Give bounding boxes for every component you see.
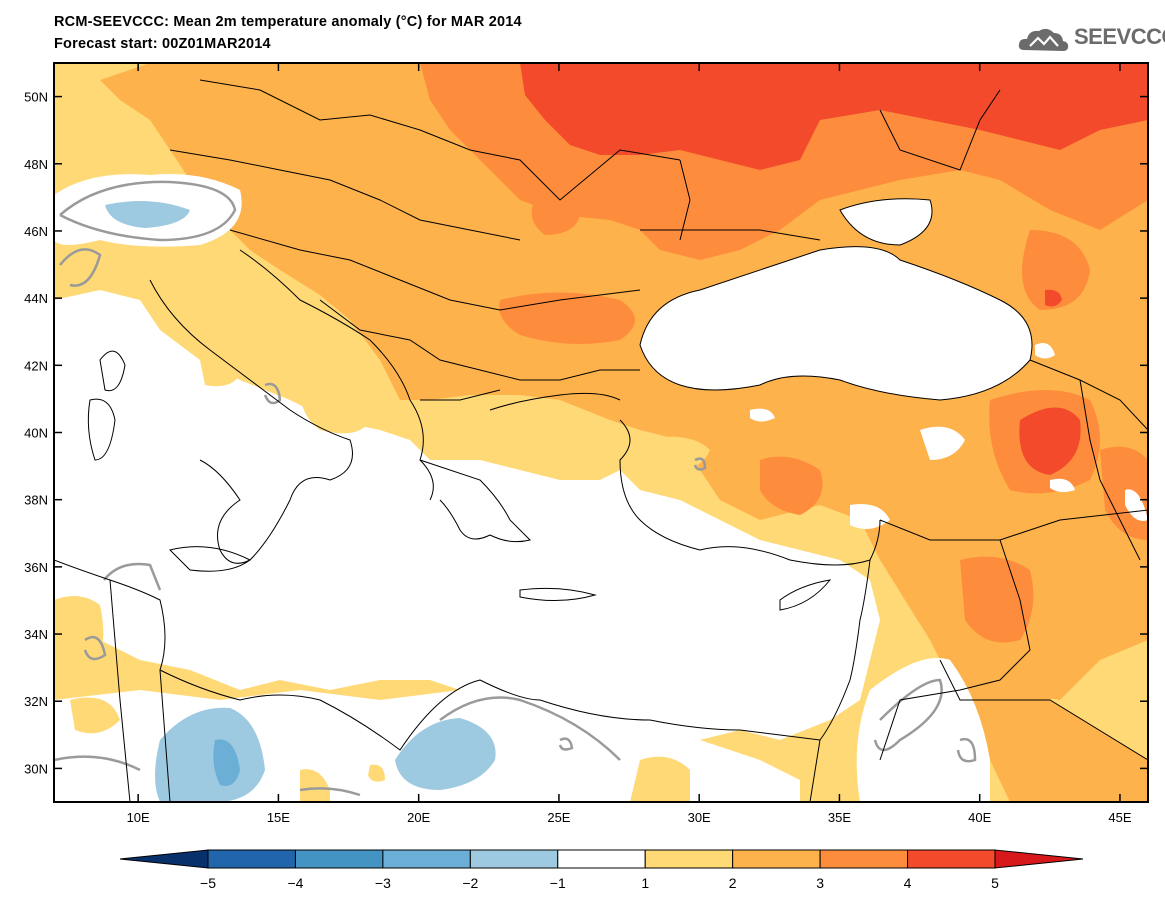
colorbar-label: −2 bbox=[462, 875, 478, 891]
anomaly-field bbox=[54, 63, 1148, 802]
colorbar-segment bbox=[294, 849, 384, 869]
latitude-ticks bbox=[54, 95, 1148, 770]
lon-label: 40E bbox=[968, 810, 991, 825]
colorbar-segment bbox=[207, 849, 296, 869]
colorbar-label: 5 bbox=[991, 875, 999, 891]
longitude-ticks bbox=[137, 63, 1121, 802]
lat-label: 40N bbox=[24, 426, 48, 441]
colorbar-segment bbox=[382, 849, 471, 869]
lat-label: 32N bbox=[24, 694, 48, 709]
colorbar-label: −1 bbox=[550, 875, 566, 891]
lon-label: 10E bbox=[127, 810, 150, 825]
colorbar-segment bbox=[907, 849, 996, 869]
colorbar-label: −3 bbox=[375, 875, 391, 891]
colorbar-high-extend bbox=[994, 849, 1084, 869]
colorbar-segment bbox=[644, 849, 734, 869]
colorbar-segment bbox=[557, 849, 646, 869]
colorbar-segment bbox=[819, 849, 909, 869]
lat-label: 36N bbox=[24, 560, 48, 575]
lat-label: 48N bbox=[24, 157, 48, 172]
latitude-labels: 50N 48N 46N 44N 42N 40N 38N 36N 34N 32N 30N bbox=[24, 90, 48, 777]
logo-text: SEEVCCC bbox=[1074, 24, 1165, 49]
colorbar-label: 3 bbox=[816, 875, 824, 891]
colorbar-segment bbox=[732, 849, 821, 869]
forecast-start-label: Forecast start: 00Z01MAR2014 bbox=[54, 36, 271, 52]
colorbar-labels: −5 −4 −3 −2 −1 1 2 3 4 5 bbox=[200, 875, 999, 891]
lon-label: 20E bbox=[407, 810, 430, 825]
lon-label: 35E bbox=[828, 810, 851, 825]
lat-label: 34N bbox=[24, 627, 48, 642]
colorbar-label: 2 bbox=[729, 875, 737, 891]
lon-label: 15E bbox=[267, 810, 290, 825]
lat-label: 42N bbox=[24, 358, 48, 373]
lon-label: 45E bbox=[1108, 810, 1131, 825]
colorbar-segment bbox=[469, 849, 559, 869]
map-title: RCM-SEEVCCC: Mean 2m temperature anomaly… bbox=[54, 14, 522, 30]
cloud-icon bbox=[1018, 28, 1069, 51]
lon-label: 25E bbox=[547, 810, 570, 825]
lat-label: 46N bbox=[24, 224, 48, 239]
colorbar-label: 1 bbox=[641, 875, 649, 891]
colorbar-label: −4 bbox=[287, 875, 303, 891]
lon-label: 30E bbox=[688, 810, 711, 825]
colorbar-low-extend bbox=[119, 849, 209, 869]
colorbar-label: −5 bbox=[200, 875, 216, 891]
lat-label: 30N bbox=[24, 761, 48, 776]
lat-label: 38N bbox=[24, 493, 48, 508]
lat-label: 50N bbox=[24, 90, 48, 105]
lat-label: 44N bbox=[24, 291, 48, 306]
colorbar bbox=[119, 849, 1084, 869]
longitude-labels: 10E 15E 20E 25E 30E 35E 40E 45E bbox=[127, 810, 1132, 825]
colorbar-label: 4 bbox=[904, 875, 912, 891]
